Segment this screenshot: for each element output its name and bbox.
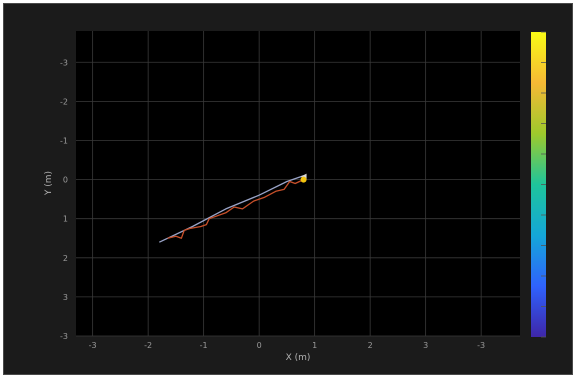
y-tick-label: 3 (63, 293, 68, 302)
x-tick-label: 0 (257, 341, 262, 350)
y-tick-label: -2 (60, 97, 68, 106)
x-axis-label: X (m) (286, 353, 311, 363)
plot-area (76, 31, 520, 336)
x-tick-label: -3 (477, 341, 485, 350)
colorbar-ticks (541, 31, 546, 338)
y-ticks: -3 -2 -1 0 1 2 3 -3 (60, 58, 68, 341)
y-tick-label: 2 (63, 254, 68, 263)
x-tick-label: 1 (312, 341, 317, 350)
series-line-2 (167, 179, 304, 239)
x-tick-label: 2 (368, 341, 373, 350)
colorbar (531, 32, 546, 337)
grid (76, 31, 520, 337)
current-position-marker (300, 176, 307, 183)
x-tick-label: 3 (423, 341, 428, 350)
y-tick-label: -3 (60, 58, 68, 67)
y-axis-label: Y (m) (44, 171, 54, 196)
x-tick-label: -2 (144, 341, 152, 350)
marker-layer (300, 173, 307, 183)
y-tick-label: 1 (63, 215, 68, 224)
series-layer (159, 175, 304, 243)
x-tick-label: -3 (89, 341, 97, 350)
x-ticks: -3 -2 -1 0 1 2 3 -3 (89, 341, 485, 350)
x-tick-label: -1 (200, 341, 208, 350)
y-tick-label: 0 (63, 176, 68, 185)
y-tick-label: -1 (60, 136, 68, 145)
y-tick-label: -3 (60, 332, 68, 341)
